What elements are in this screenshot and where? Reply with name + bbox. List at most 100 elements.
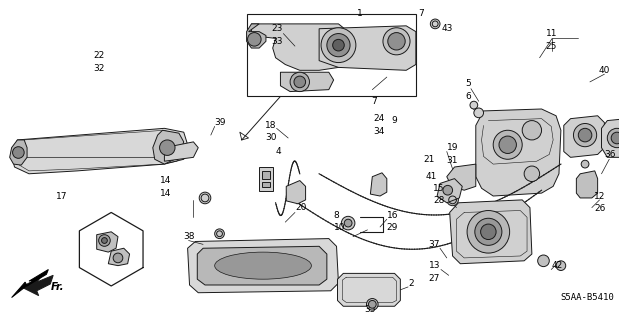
Text: 42: 42 <box>551 261 563 270</box>
Text: 24: 24 <box>374 114 385 123</box>
Text: S5AA-B5410: S5AA-B5410 <box>561 293 614 302</box>
Circle shape <box>369 300 376 308</box>
Circle shape <box>481 224 496 240</box>
Text: 7: 7 <box>371 97 377 106</box>
Text: 43: 43 <box>442 24 453 33</box>
Text: 8: 8 <box>333 211 339 220</box>
Circle shape <box>113 253 123 263</box>
Text: 9: 9 <box>392 116 397 125</box>
Text: 5: 5 <box>465 79 471 88</box>
Polygon shape <box>21 275 53 296</box>
Circle shape <box>467 211 509 253</box>
Text: 19: 19 <box>447 143 458 152</box>
Ellipse shape <box>214 252 312 279</box>
Text: 17: 17 <box>56 191 68 201</box>
Polygon shape <box>197 246 327 285</box>
Circle shape <box>430 19 440 29</box>
Circle shape <box>383 28 410 55</box>
Polygon shape <box>476 109 561 196</box>
Circle shape <box>290 72 310 92</box>
Text: 33: 33 <box>271 37 282 46</box>
Circle shape <box>474 108 484 118</box>
Text: 41: 41 <box>426 172 437 181</box>
Text: 29: 29 <box>387 223 398 233</box>
Circle shape <box>214 229 225 239</box>
Circle shape <box>294 76 305 88</box>
Circle shape <box>538 255 549 267</box>
Circle shape <box>333 39 344 51</box>
Polygon shape <box>10 140 27 165</box>
Circle shape <box>579 128 592 142</box>
Text: 16: 16 <box>387 211 398 220</box>
Polygon shape <box>371 173 387 196</box>
Text: 31: 31 <box>447 156 458 165</box>
Circle shape <box>493 130 522 159</box>
Circle shape <box>470 101 477 109</box>
Polygon shape <box>12 128 189 174</box>
Text: 14: 14 <box>159 189 171 197</box>
Text: 22: 22 <box>93 51 104 60</box>
Circle shape <box>367 299 378 310</box>
Circle shape <box>524 166 540 182</box>
Text: 18: 18 <box>265 121 276 130</box>
Circle shape <box>102 238 108 243</box>
Text: 21: 21 <box>424 155 435 164</box>
Circle shape <box>327 33 350 57</box>
Polygon shape <box>602 119 634 157</box>
Text: 6: 6 <box>465 92 471 101</box>
Circle shape <box>13 147 24 158</box>
Polygon shape <box>246 24 266 48</box>
Polygon shape <box>153 130 184 164</box>
Circle shape <box>388 33 405 50</box>
Circle shape <box>607 128 627 148</box>
Polygon shape <box>564 116 604 157</box>
Polygon shape <box>12 270 49 298</box>
Polygon shape <box>108 248 129 266</box>
Circle shape <box>248 33 261 46</box>
Circle shape <box>573 123 596 147</box>
Polygon shape <box>437 179 462 203</box>
Text: 35: 35 <box>365 305 376 314</box>
Text: 11: 11 <box>545 29 557 38</box>
Polygon shape <box>450 200 532 264</box>
Circle shape <box>581 160 589 168</box>
Circle shape <box>443 185 452 195</box>
Text: 20: 20 <box>295 203 307 212</box>
Circle shape <box>344 219 352 227</box>
Bar <box>262 182 270 187</box>
Polygon shape <box>319 26 416 70</box>
Circle shape <box>199 192 211 204</box>
Text: 40: 40 <box>598 66 610 75</box>
Text: 23: 23 <box>271 24 282 33</box>
Polygon shape <box>577 171 598 198</box>
Polygon shape <box>97 232 118 252</box>
Text: 26: 26 <box>594 204 605 213</box>
Circle shape <box>475 218 502 245</box>
Bar <box>262 171 270 179</box>
Text: 36: 36 <box>604 150 616 159</box>
Text: 37: 37 <box>429 240 440 249</box>
Circle shape <box>321 28 356 63</box>
Polygon shape <box>447 164 476 190</box>
Polygon shape <box>188 239 339 293</box>
Text: 25: 25 <box>545 41 557 51</box>
Bar <box>246 14 416 96</box>
Circle shape <box>556 261 566 271</box>
Polygon shape <box>286 181 305 204</box>
Text: 10: 10 <box>333 223 345 233</box>
Text: 7: 7 <box>418 9 424 18</box>
Circle shape <box>499 136 516 153</box>
Polygon shape <box>280 72 333 92</box>
Text: Fr.: Fr. <box>51 282 64 292</box>
Circle shape <box>447 194 458 206</box>
Text: 39: 39 <box>214 118 226 127</box>
Text: 38: 38 <box>183 232 195 241</box>
Circle shape <box>341 216 355 230</box>
Text: 2: 2 <box>408 278 413 287</box>
Text: 27: 27 <box>429 274 440 283</box>
Circle shape <box>159 140 175 155</box>
Text: 14: 14 <box>159 176 171 185</box>
Text: 28: 28 <box>433 197 445 205</box>
Polygon shape <box>252 24 348 70</box>
Polygon shape <box>164 142 198 161</box>
